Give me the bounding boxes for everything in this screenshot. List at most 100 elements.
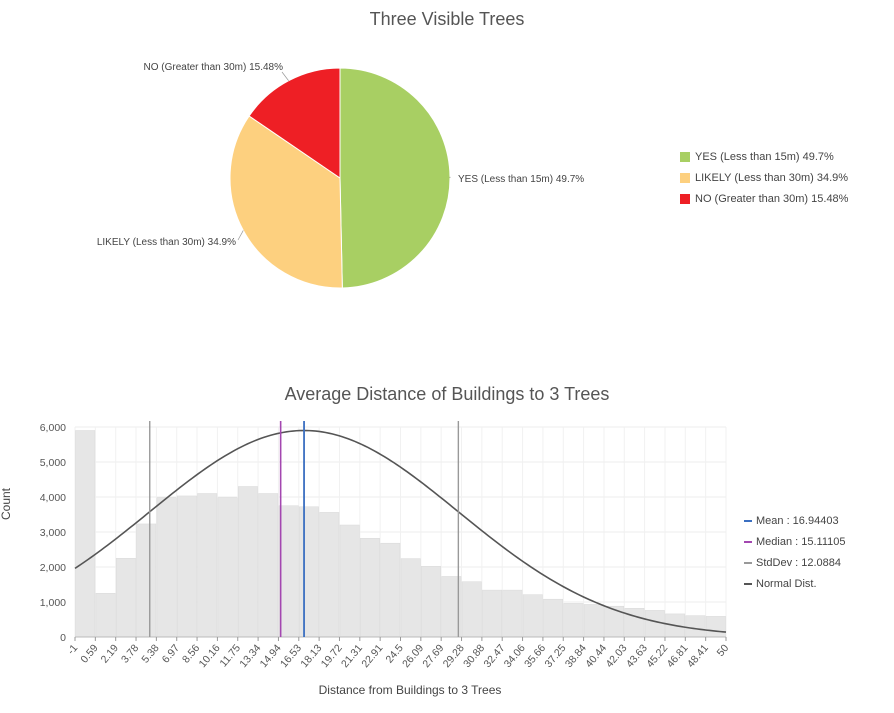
y-tick-label-3: 3,000 — [40, 527, 66, 539]
legend-item-likely[interactable]: LIKELY (Less than 30m) 34.9% — [680, 167, 848, 188]
legend-swatch-normal — [744, 582, 752, 585]
histogram-bar-12 — [319, 512, 340, 638]
x-tick-label-13: 19.72 — [319, 642, 345, 670]
x-tick-label-19: 29.28 — [441, 642, 467, 670]
pie-leader-2 — [281, 71, 289, 81]
y-tick-label-6: 6,000 — [40, 422, 66, 434]
x-tick-label-5: 6.97 — [160, 642, 182, 665]
pie-data-label-1: LIKELY (Less than 30m) 34.9% — [97, 237, 236, 248]
histogram-bar-28 — [644, 610, 665, 638]
histogram-bar-21 — [502, 589, 523, 638]
histogram-bar-10 — [278, 505, 299, 638]
x-tick-label-27: 42.03 — [603, 642, 629, 670]
histogram-bar-6 — [197, 493, 218, 638]
legend-label-no: NO (Greater than 30m) 15.48% — [695, 192, 849, 205]
legend-item-mean[interactable]: Mean : 16.94403 — [744, 510, 846, 531]
histogram-bar-22 — [522, 594, 543, 638]
legend-swatch-median — [744, 540, 752, 543]
legend-label-median: Median : 15.11105 — [756, 535, 846, 548]
x-tick-label-9: 13.34 — [237, 642, 263, 670]
x-tick-label-21: 32.47 — [481, 642, 507, 670]
histogram-bar-9 — [258, 493, 279, 638]
x-tick-label-31: 48.41 — [685, 642, 711, 670]
histogram-bar-29 — [665, 613, 686, 638]
histogram-bar-20 — [482, 589, 502, 638]
x-tick-label-3: 3.78 — [119, 642, 141, 665]
histogram-title: Average Distance of Buildings to 3 Trees — [284, 384, 610, 404]
legend-item-normal[interactable]: Normal Dist. — [744, 573, 846, 594]
y-tick-label-5: 5,000 — [40, 457, 66, 469]
x-axis-title: Distance from Buildings to 3 Trees — [318, 683, 502, 697]
x-tick-label-22: 34.06 — [502, 642, 528, 670]
histogram-bar-24 — [563, 603, 584, 638]
histogram-bar-31 — [705, 616, 726, 638]
x-tick-label-16: 24.5 — [383, 642, 405, 665]
histogram-bar-4 — [156, 497, 177, 638]
y-tick-label-0: 0 — [60, 632, 66, 644]
histogram-bar-30 — [685, 615, 706, 638]
pie-leader-1 — [237, 230, 244, 241]
x-tick-label-12: 18.13 — [298, 642, 324, 670]
legend-label-stddev: StdDev : 12.0884 — [756, 556, 842, 569]
normal-dist-curve — [74, 429, 727, 633]
histogram-bar-0 — [75, 430, 96, 638]
pie-legend: YES (Less than 15m) 49.7% LIKELY (Less t… — [680, 146, 848, 209]
x-tick-label-6: 8.56 — [180, 642, 202, 665]
histogram-legend: Mean : 16.94403 Median : 15.11105 StdDev… — [744, 510, 846, 594]
pie-data-label-0: YES (Less than 15m) 49.7% — [458, 174, 584, 185]
histogram-bar-7 — [217, 497, 238, 638]
legend-item-median[interactable]: Median : 15.11105 — [744, 531, 846, 552]
x-tick-label-14: 21.31 — [339, 642, 365, 670]
histogram-bar-3 — [136, 523, 157, 638]
x-tick-label-25: 38.84 — [563, 642, 589, 670]
histogram-bar-2 — [115, 558, 136, 638]
x-tick-label-30: 46.81 — [665, 642, 691, 670]
y-axis-title: Count — [0, 487, 13, 520]
x-tick-label-23: 35.66 — [522, 642, 548, 670]
legend-swatch-stddev — [744, 561, 752, 564]
legend-swatch-likely — [680, 172, 690, 183]
histogram-bar-11 — [299, 506, 319, 638]
legend-label-normal: Normal Dist. — [756, 577, 817, 590]
legend-label-mean: Mean : 16.94403 — [756, 514, 839, 527]
x-tick-label-10: 14.94 — [258, 642, 284, 670]
x-tick-label-7: 10.16 — [197, 642, 223, 670]
histogram-bar-1 — [95, 593, 116, 638]
x-tick-label-2: 2.19 — [99, 642, 121, 665]
histogram-bar-19 — [461, 581, 482, 638]
x-tick-label-26: 40.44 — [583, 642, 609, 670]
x-tick-label-15: 22.91 — [359, 642, 385, 670]
legend-item-stddev[interactable]: StdDev : 12.0884 — [744, 552, 846, 573]
histogram-bar-8 — [238, 486, 258, 638]
legend-swatch-no — [680, 193, 690, 204]
histogram-bar-15 — [380, 542, 401, 638]
x-tick-label-8: 11.75 — [217, 642, 243, 669]
pie-chart: YES (Less than 15m) 49.7% LIKELY (Less th… — [97, 62, 584, 289]
legend-swatch-mean — [744, 519, 752, 522]
legend-item-yes[interactable]: YES (Less than 15m) 49.7% — [680, 146, 848, 167]
x-tick-label-1: 0.59 — [78, 642, 100, 665]
histogram-bar-23 — [543, 598, 563, 638]
histogram-bar-16 — [400, 558, 421, 638]
y-tick-label-4: 4,000 — [40, 492, 66, 504]
x-tick-label-20: 30.88 — [461, 642, 487, 670]
x-tick-label-28: 43.63 — [624, 642, 650, 670]
histogram-bar-14 — [360, 538, 380, 638]
histogram-bar-25 — [583, 604, 604, 638]
x-tick-label-29: 45.22 — [644, 642, 670, 670]
histogram-bar-17 — [421, 566, 441, 638]
histogram-bar-27 — [624, 608, 645, 638]
pie-chart-title: Three Visible Trees — [369, 9, 525, 29]
x-tick-label-11: 16.53 — [278, 642, 304, 670]
pie-data-label-2: NO (Greater than 30m) 15.48% — [143, 62, 283, 73]
x-tick-label-17: 26.09 — [400, 642, 426, 670]
legend-item-no[interactable]: NO (Greater than 30m) 15.48% — [680, 188, 848, 209]
legend-label-likely: LIKELY (Less than 30m) 34.9% — [695, 171, 849, 184]
x-tick-label-4: 5.38 — [139, 642, 161, 665]
y-tick-label-1: 1,000 — [40, 597, 66, 609]
histogram-bar-5 — [176, 495, 197, 638]
histogram-bar-13 — [339, 524, 360, 638]
x-tick-label-18: 27.69 — [420, 642, 446, 670]
x-tick-label-0: -1 — [65, 642, 80, 657]
